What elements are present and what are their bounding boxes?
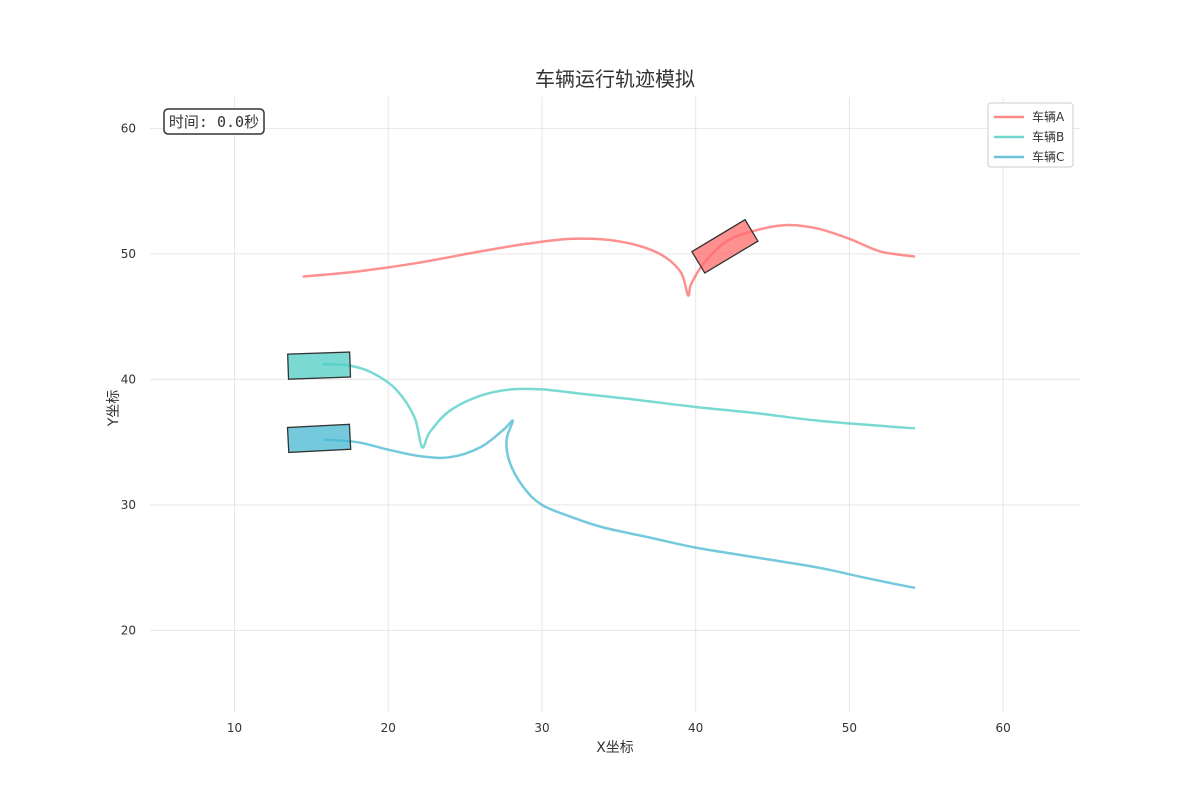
series-1-vehicle [691,218,759,274]
grid [150,97,1080,712]
y-tick-label: 60 [121,121,136,135]
time-display-box [163,108,265,135]
vehicle-layer [286,218,759,454]
series-2-vehicle [287,351,352,380]
y-tick-label: 30 [121,498,136,512]
x-tick-label: 40 [688,721,703,735]
x-tick-label: 10 [227,721,242,735]
x-tick-label: 20 [381,721,396,735]
chart-title: 车辆运行轨迹模拟 [535,67,695,91]
legend-label: 车辆C [1032,149,1064,164]
y-tick-label: 50 [121,247,136,261]
series-3-vehicle [286,423,352,454]
series-layer [302,223,916,589]
y-axis-label: Y坐标 [106,390,122,428]
series-3-trajectory [323,419,916,589]
time-display: 时间: 0.0秒 [163,108,265,135]
x-tick-label: 30 [534,721,549,735]
y-tick-label: 40 [121,372,136,386]
legend: 车辆A 车辆B 车辆C [987,102,1074,168]
x-tick-label: 60 [995,721,1010,735]
series-1-trajectory [302,223,916,297]
legend-box [987,102,1074,168]
y-tick-label: 20 [121,623,136,637]
legend-label: 车辆A [1032,109,1065,124]
series-2-trajectory [322,363,916,449]
x-tick-label: 50 [842,721,857,735]
time-display-text: 时间: 0.0秒 [169,113,259,131]
axes: 10 20 30 40 50 60 20 30 40 50 60 [121,121,1011,735]
legend-label: 车辆B [1032,129,1064,144]
x-axis-label: X坐标 [596,740,634,756]
